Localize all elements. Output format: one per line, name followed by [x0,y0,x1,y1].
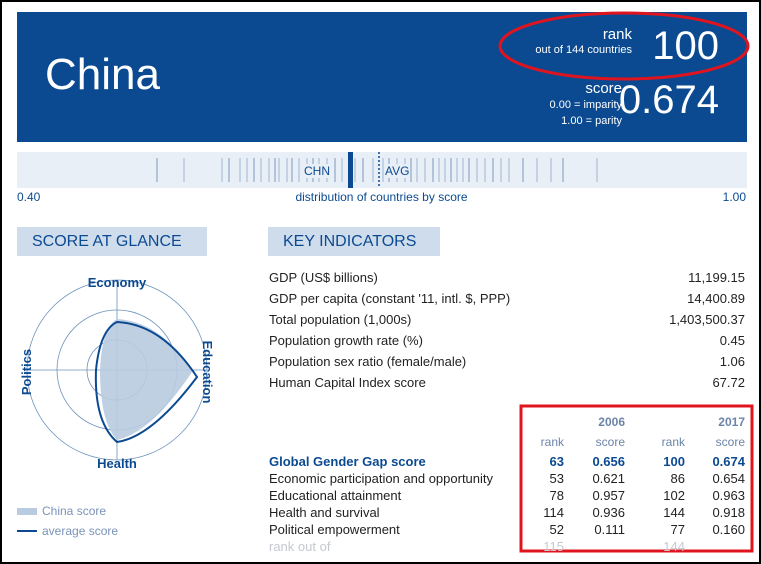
cell: 0.160 [712,522,745,537]
axis-label: Economy [88,275,147,290]
score-label: score [585,80,622,97]
header-panel: China rank out of 144 countries 100 scor… [17,12,747,142]
cell: 52 [549,522,564,537]
cell: 0.656 [592,454,625,469]
row-label: Political empowerment [269,522,400,537]
strip-bg [17,152,747,188]
cell: 78 [549,488,564,503]
cell: 144 [663,539,685,554]
indicator-value: 1,403,500.37 [669,312,745,327]
cell: 0.918 [712,505,745,520]
country-name: China [45,50,160,99]
indicator-label: Population growth rate (%) [269,333,423,348]
axis-label: Education [200,341,215,404]
indicator-label: Human Capital Index score [269,375,426,390]
score-note: 1.00 = parity [561,115,622,127]
column-header: score [595,435,625,449]
indicator-value: 1.06 [719,354,745,369]
cell: 63 [549,454,564,469]
cell: 0.957 [592,488,625,503]
year-header: 2006 [598,415,625,429]
cell: 0.963 [712,488,745,503]
row-label: Economic participation and opportunity [269,471,494,486]
year-header: 2017 [718,415,745,429]
cell: 0.936 [592,505,625,520]
cell: 86 [670,471,685,486]
radar-chart: Economy Education Health Politics China … [17,275,215,538]
cell: 144 [663,505,685,520]
score-note: 0.00 = imparity [549,99,622,111]
rank-value: 100 [652,24,719,68]
cell: 115 [543,539,564,554]
cell: 0.111 [594,522,625,537]
cell: 0.621 [592,471,625,486]
cell: 114 [543,505,564,520]
cell: 0.654 [712,471,745,486]
headline-label: Global Gender Gap score [269,454,426,469]
cell: 0.674 [712,454,745,469]
indicator-value: 11,199.15 [688,270,745,285]
average-marker-label: AVG [385,164,410,178]
country-marker-label: CHN [304,164,330,178]
legend-label: average score [42,524,118,538]
indicator-label: Population sex ratio (female/male) [269,354,467,369]
indicator-label: Total population (1,000s) [269,312,412,327]
country-marker [348,152,353,188]
axis-label: Politics [19,349,34,395]
indicator-label: GDP (US$ billions) [269,270,378,285]
row-label: Health and survival [269,505,380,520]
column-header: score [715,435,745,449]
cell: 53 [549,471,564,486]
min-label: 0.40 [17,190,41,204]
indicator-value: 67.72 [712,375,745,390]
row-label: Educational attainment [269,488,402,503]
axis-label: Health [97,456,137,471]
column-header: rank [661,435,685,449]
section-title: SCORE AT GLANCE [17,227,207,256]
rank-label: rank [602,26,632,43]
max-label: 1.00 [722,190,746,204]
cell: 102 [663,488,685,503]
legend-swatch [17,508,37,515]
average-shape [94,320,199,444]
indicator-value: 0.45 [719,333,745,348]
distribution-strip [17,152,747,188]
caption: distribution of countries by score [295,190,468,204]
cell: 77 [670,522,685,537]
row-label: rank out of [269,539,331,554]
section-title: KEY INDICATORS [268,227,440,256]
cell: 100 [663,454,685,469]
china-shape [100,319,192,440]
indicator-value: 14,400.89 [687,291,745,306]
score-value: 0.674 [618,78,719,122]
rank-note: out of 144 countries [535,44,632,56]
indicator-label: GDP per capita (constant '11, intl. $, P… [269,291,511,306]
column-header: rank [540,435,564,449]
legend-label: China score [42,504,106,518]
